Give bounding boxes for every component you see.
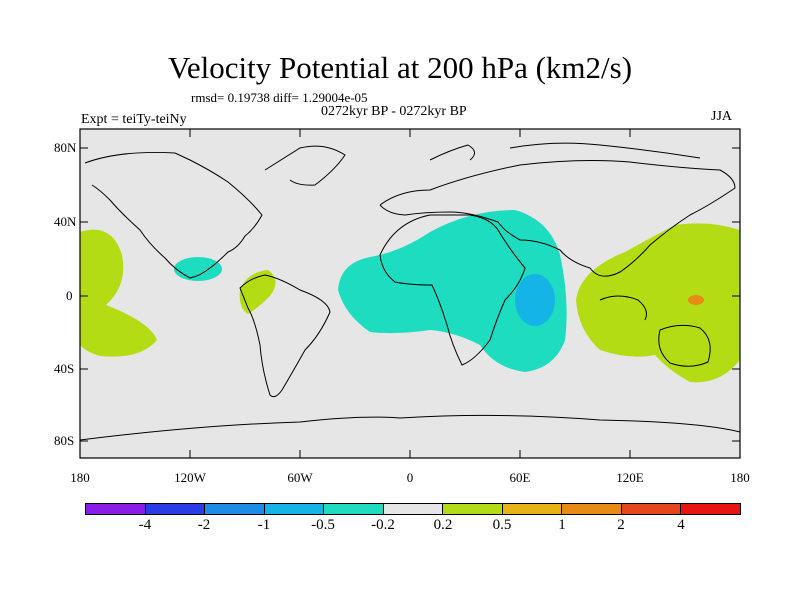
colorbar-swatch xyxy=(86,504,146,514)
colorbar-swatch xyxy=(205,504,265,514)
colorbar-swatch xyxy=(621,504,682,514)
ytick-80s: 80S xyxy=(54,433,75,448)
colorbar-label: 0.2 xyxy=(433,517,453,533)
experiment-label: Expt = teiTy-teiNy xyxy=(81,112,187,127)
colorbar-swatch xyxy=(562,504,622,514)
xtick-60w: 60W xyxy=(287,470,313,485)
axis-ticks xyxy=(80,129,740,458)
xtick-120e: 120E xyxy=(616,470,644,485)
ytick-40s: 40S xyxy=(54,361,75,376)
colorbar-swatch xyxy=(145,504,206,514)
pos-mid-region xyxy=(688,295,704,305)
neg-region-indian-core xyxy=(515,274,555,326)
xtick-0: 0 xyxy=(406,470,414,485)
ytick-40n: 40N xyxy=(54,214,77,229)
ytick-80n: 80N xyxy=(54,140,77,155)
season-label: JJA xyxy=(711,109,733,124)
colorbar-label: -4 xyxy=(138,517,152,533)
colorbar-swatch xyxy=(681,504,741,514)
pos-region-maritime-continent xyxy=(576,223,740,383)
map-title: Velocity Potential at 200 hPa (km2/s) xyxy=(167,50,633,85)
colorbar xyxy=(85,503,741,515)
pos-region-pacific-west xyxy=(80,229,157,357)
xtick-120w: 120W xyxy=(174,470,206,485)
stats-label: rmsd= 0.19738 diff= 1.29004e-05 xyxy=(191,90,368,105)
colorbar-swatch xyxy=(502,504,563,514)
colorbar-swatch xyxy=(443,504,503,514)
colorbar-label: -0.5 xyxy=(311,517,335,533)
ytick-0: 0 xyxy=(66,288,73,303)
neg-region-africa-indian xyxy=(338,210,567,372)
colorbar-label: 2 xyxy=(617,517,625,533)
colorbar-label: 4 xyxy=(677,517,685,533)
colorbar-label: -1 xyxy=(257,517,271,533)
colorbar-label: 0.5 xyxy=(492,517,512,533)
coastlines xyxy=(80,142,740,441)
xtick-60e: 60E xyxy=(509,470,531,485)
colorbar-swatch xyxy=(264,504,325,514)
colorbar-label: -0.2 xyxy=(371,517,395,533)
colorbar-label: -2 xyxy=(197,517,211,533)
colorbar-swatch xyxy=(383,504,444,514)
colorbar-swatch xyxy=(324,504,384,514)
xtick-180e: 180 xyxy=(730,470,750,485)
xtick-180w: 180 xyxy=(70,470,90,485)
neg-region-caribbean xyxy=(174,257,222,281)
period-label: 0272kyr BP - 0272kyr BP xyxy=(321,104,467,119)
colorbar-label: 1 xyxy=(558,517,566,533)
